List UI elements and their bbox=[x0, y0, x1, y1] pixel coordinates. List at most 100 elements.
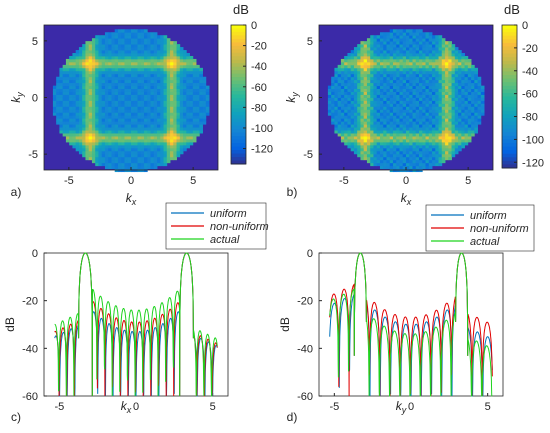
heatmap-cell bbox=[396, 73, 400, 78]
heatmap-cell bbox=[166, 53, 171, 57]
heatmap-cell bbox=[131, 124, 135, 128]
heatmap-cell bbox=[157, 139, 161, 143]
heatmap-cell bbox=[360, 64, 365, 69]
heatmap-cell bbox=[179, 139, 184, 143]
heatmap-cell bbox=[75, 136, 80, 140]
heatmap-cell bbox=[353, 121, 358, 125]
heatmap-cell bbox=[334, 67, 339, 72]
heatmap-cell bbox=[59, 100, 64, 104]
colorbar-segment bbox=[502, 35, 517, 40]
heatmap-cell bbox=[357, 153, 361, 158]
heatmap-cell bbox=[406, 150, 410, 155]
heatmap-cell bbox=[78, 139, 83, 143]
heatmap-cell bbox=[441, 121, 446, 125]
heatmap-cell bbox=[428, 82, 433, 87]
heatmap-cell bbox=[134, 94, 138, 98]
heatmap-cell bbox=[114, 94, 119, 98]
heatmap-cell bbox=[153, 70, 158, 75]
heatmap-cell bbox=[422, 38, 426, 42]
heatmap-cell bbox=[127, 32, 132, 36]
heatmap-cell bbox=[399, 82, 404, 87]
heatmap-cell bbox=[373, 118, 378, 122]
colorbar-segment bbox=[231, 160, 246, 165]
heatmap-cell bbox=[419, 112, 423, 116]
heatmap-cell bbox=[445, 124, 449, 128]
heatmap-cell bbox=[353, 70, 358, 75]
heatmap-cell bbox=[451, 130, 456, 134]
panel-label-a: a) bbox=[11, 185, 22, 199]
heatmap-cell bbox=[477, 112, 482, 116]
heatmap-cell bbox=[179, 58, 184, 63]
heatmap-cell bbox=[121, 32, 125, 36]
heatmap-cell bbox=[173, 61, 177, 66]
heatmap-cell bbox=[366, 150, 371, 155]
heatmap-cell bbox=[425, 109, 430, 113]
heatmap-cell bbox=[406, 64, 410, 69]
heatmap-cell bbox=[389, 79, 394, 84]
heatmap-cell bbox=[88, 141, 93, 146]
heatmap-cell bbox=[373, 115, 378, 119]
heatmap-cell bbox=[386, 103, 391, 107]
heatmap-cell bbox=[389, 133, 394, 137]
heatmap-cell bbox=[72, 115, 77, 119]
heatmap-cell bbox=[428, 139, 433, 143]
heatmap-cell bbox=[153, 118, 158, 122]
heatmap-cell bbox=[438, 162, 443, 167]
heatmap-cell bbox=[412, 118, 417, 122]
heatmap-cell bbox=[56, 94, 60, 98]
heatmap-cell bbox=[101, 103, 106, 107]
heatmap-cell bbox=[458, 76, 462, 81]
heatmap-cell bbox=[461, 115, 465, 119]
heatmap-cell bbox=[163, 38, 168, 42]
heatmap-cell bbox=[75, 118, 80, 122]
heatmap-cell bbox=[353, 112, 358, 116]
heatmap-cell bbox=[62, 112, 67, 116]
heatmap-cell bbox=[337, 115, 342, 119]
heatmap-cell bbox=[425, 91, 430, 95]
heatmap-cell bbox=[409, 121, 413, 125]
heatmap-cell bbox=[389, 82, 394, 87]
heatmap-cell bbox=[117, 38, 122, 42]
heatmap-cell bbox=[422, 144, 426, 149]
heatmap-cell bbox=[147, 156, 151, 161]
heatmap-cell bbox=[386, 127, 391, 131]
heatmap-cell bbox=[196, 67, 200, 72]
heatmap-cell bbox=[480, 97, 485, 101]
heatmap-cell bbox=[144, 41, 148, 45]
heatmap-cell bbox=[144, 153, 148, 158]
heatmap-cell bbox=[121, 153, 125, 158]
heatmap-cell bbox=[350, 139, 355, 143]
heatmap-cell bbox=[183, 133, 187, 137]
heatmap-cell bbox=[425, 136, 430, 140]
heatmap-cell bbox=[150, 106, 155, 110]
heatmap-cell bbox=[337, 67, 342, 72]
heatmap-cell bbox=[409, 141, 413, 146]
heatmap-cell bbox=[144, 79, 148, 84]
heatmap-cell bbox=[114, 121, 119, 125]
heatmap-cell bbox=[101, 115, 106, 119]
heatmap-cell bbox=[82, 61, 86, 66]
heatmap-cell bbox=[441, 58, 446, 63]
heatmap-cell bbox=[451, 55, 456, 60]
heatmap-cell bbox=[196, 76, 200, 81]
heatmap-cell bbox=[389, 41, 394, 45]
heatmap-cell bbox=[75, 76, 80, 81]
heatmap-cell bbox=[189, 82, 194, 87]
heatmap-cell bbox=[461, 76, 465, 81]
heatmap-cell bbox=[419, 41, 423, 45]
heatmap-cell bbox=[104, 139, 109, 143]
heatmap-cell bbox=[134, 156, 138, 161]
heatmap-cell bbox=[340, 109, 345, 113]
heatmap-cell bbox=[69, 139, 73, 143]
heatmap-cell bbox=[117, 106, 122, 110]
heatmap-cell bbox=[134, 76, 138, 81]
heatmap-cell bbox=[82, 118, 86, 122]
heatmap-cell bbox=[445, 97, 449, 101]
heatmap-cell bbox=[134, 115, 138, 119]
heatmap-cell bbox=[428, 35, 433, 39]
heatmap-cell bbox=[163, 91, 168, 95]
heatmap-cell bbox=[160, 144, 164, 149]
heatmap-cell bbox=[428, 130, 433, 134]
heatmap-cell bbox=[150, 115, 155, 119]
